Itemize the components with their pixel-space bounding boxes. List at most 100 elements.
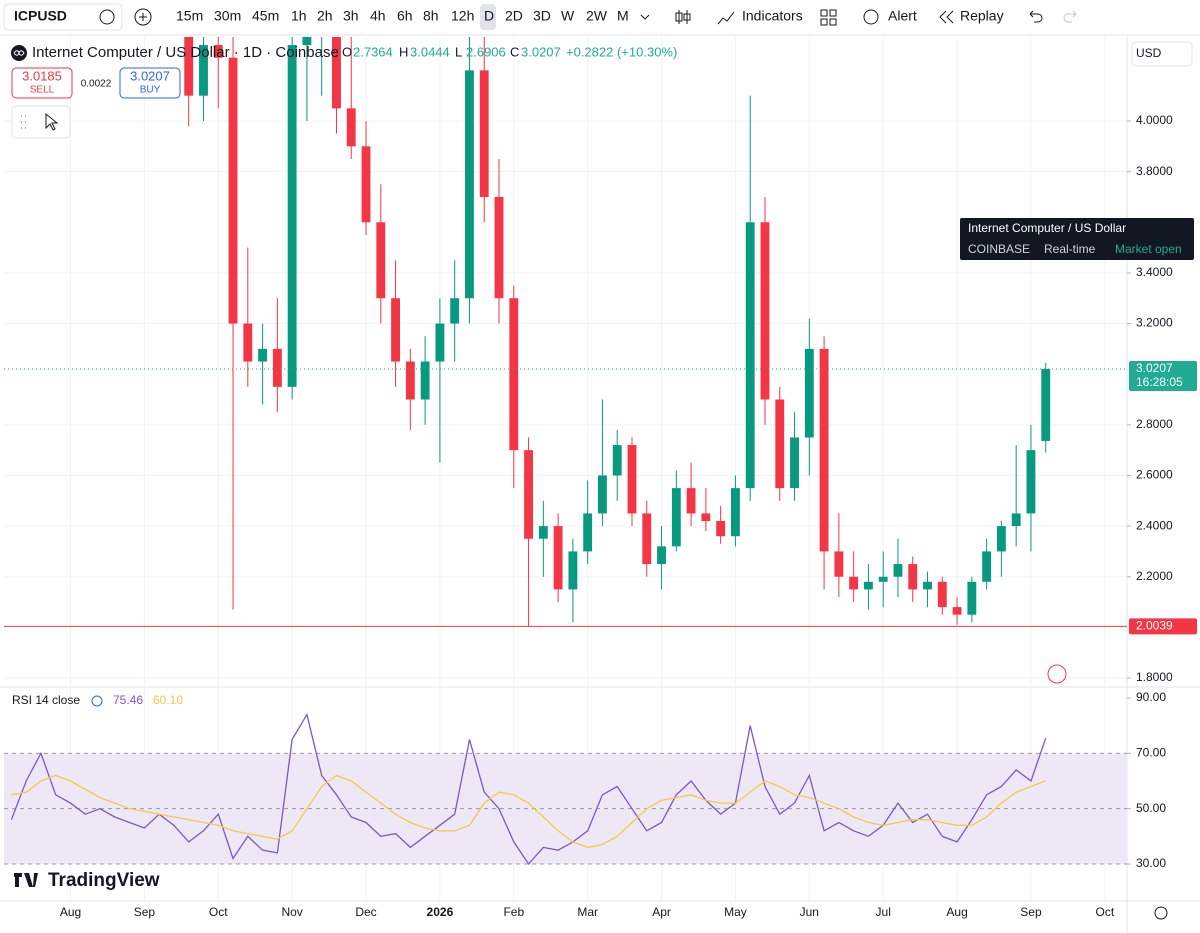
indicators-icon[interactable] — [717, 11, 735, 25]
interval-active[interactable] — [480, 4, 496, 30]
interval-button[interactable]: 1h — [291, 8, 307, 24]
candle-body — [391, 298, 401, 362]
interval-button[interactable]: 2W — [586, 8, 608, 24]
interval-dropdown[interactable] — [640, 14, 650, 20]
candle-body — [302, 37, 312, 46]
candle-body — [642, 513, 652, 565]
y-tick-label: 3.2000 — [1136, 316, 1173, 330]
rsi-title: RSI 14 close — [12, 693, 80, 707]
interval-button[interactable]: 30m — [214, 8, 241, 24]
candle-body — [819, 348, 829, 552]
candle-body — [760, 222, 770, 400]
symbol-icon[interactable] — [99, 9, 115, 25]
x-tick-label: Sep — [134, 905, 156, 919]
tooltip-title: Internet Computer / US Dollar — [968, 221, 1126, 235]
candle-body — [346, 108, 356, 147]
tooltip-exchange: COINBASE — [968, 242, 1030, 256]
interval-button[interactable]: W — [561, 8, 575, 24]
interval-button[interactable]: 4h — [370, 8, 386, 24]
x-tick-label: Feb — [503, 905, 524, 919]
interval-button[interactable]: 2h — [317, 8, 333, 24]
ohlc-value: 2.6906 — [466, 44, 506, 59]
change: +0.2822 (+10.30%) — [566, 44, 677, 59]
candle-body — [671, 488, 681, 547]
price-label: 2.0039 — [1136, 619, 1173, 633]
interval-button[interactable]: 3h — [343, 8, 359, 24]
candle-body — [258, 348, 268, 362]
replay-button[interactable]: Replay — [960, 8, 1004, 24]
symbol[interactable]: ICPUSD — [14, 8, 67, 24]
candle-body — [1026, 450, 1036, 514]
drag-handle[interactable] — [21, 115, 26, 129]
x-tick-label: Apr — [652, 905, 671, 919]
price-label: 3.0207 — [1136, 361, 1173, 375]
chart-type[interactable] — [675, 10, 691, 24]
candle-body — [405, 361, 415, 400]
ohlc-value: 3.0444 — [410, 44, 450, 59]
alert-icon[interactable] — [863, 9, 879, 25]
spread: 0.0022 — [81, 79, 112, 90]
rsi-line — [11, 774, 1046, 849]
x-tick-label: Aug — [946, 905, 967, 919]
buy-price[interactable]: 3.0207 — [130, 68, 170, 83]
y-tick-label: 30.00 — [1136, 856, 1166, 870]
candle-body — [272, 348, 282, 387]
candle-body — [952, 607, 962, 615]
candle-body — [420, 361, 430, 400]
rsi-line — [10, 712, 1047, 866]
ohlc-label: O — [342, 44, 352, 59]
indicators-button[interactable]: Indicators — [742, 8, 803, 24]
replay-icon[interactable] — [939, 10, 954, 24]
templates[interactable] — [820, 9, 837, 26]
candle-body — [849, 576, 859, 590]
price-label-box — [1129, 360, 1197, 391]
candle-body — [479, 70, 489, 197]
cursor-tool[interactable] — [45, 112, 59, 131]
candle-body — [686, 488, 696, 514]
interval-button[interactable]: 12h — [451, 8, 474, 24]
symbol-search[interactable] — [3, 3, 123, 31]
undo[interactable] — [1029, 10, 1043, 23]
interval-button[interactable]: D — [484, 8, 494, 24]
candle-body — [598, 475, 607, 514]
y-tick-label: 2.4000 — [1136, 518, 1173, 532]
interval-button[interactable]: 15m — [176, 8, 203, 24]
buy-label[interactable]: BUY — [140, 85, 161, 96]
candle-body — [657, 546, 666, 565]
add-symbol[interactable] — [134, 8, 152, 26]
countdown: 16:28:05 — [1136, 375, 1183, 389]
buy-button[interactable] — [119, 67, 181, 99]
toolbar — [0, 0, 1200, 35]
redo[interactable] — [1063, 10, 1077, 23]
interval-button[interactable]: 3D — [533, 8, 551, 24]
ohlc-label: C — [510, 44, 519, 59]
interval-button[interactable]: 2D — [505, 8, 523, 24]
interval-button[interactable]: 6h — [397, 8, 413, 24]
candle-body — [568, 551, 578, 590]
interval-button[interactable]: 8h — [423, 8, 439, 24]
y-tick-label: 2.6000 — [1136, 468, 1173, 482]
interval-button[interactable]: M — [617, 8, 629, 24]
candle-body — [996, 526, 1006, 552]
sell-button[interactable] — [11, 67, 73, 99]
candle-body — [199, 45, 208, 96]
y-tick-label: 2.8000 — [1136, 417, 1173, 431]
sell-label[interactable]: SELL — [30, 85, 55, 96]
ohlc-value: 2.7364 — [353, 44, 393, 59]
alert-button[interactable]: Alert — [888, 8, 917, 24]
sell-price[interactable]: 3.0185 — [22, 68, 62, 83]
ohlc-label: H — [399, 44, 408, 59]
y-tick-label: 3.4000 — [1136, 265, 1173, 279]
currency[interactable]: USD — [1136, 46, 1162, 60]
candle-body — [553, 526, 563, 590]
interval-button[interactable]: 45m — [252, 8, 279, 24]
settings[interactable] — [1154, 906, 1168, 920]
candle-body — [745, 222, 755, 489]
currency-select[interactable] — [1131, 41, 1193, 67]
events-icon[interactable] — [1047, 664, 1067, 684]
drawing-toolbar — [11, 105, 71, 139]
candle-body — [184, 37, 194, 96]
y-tick-label: 70.00 — [1136, 745, 1166, 759]
rsi-settings[interactable] — [91, 695, 103, 707]
